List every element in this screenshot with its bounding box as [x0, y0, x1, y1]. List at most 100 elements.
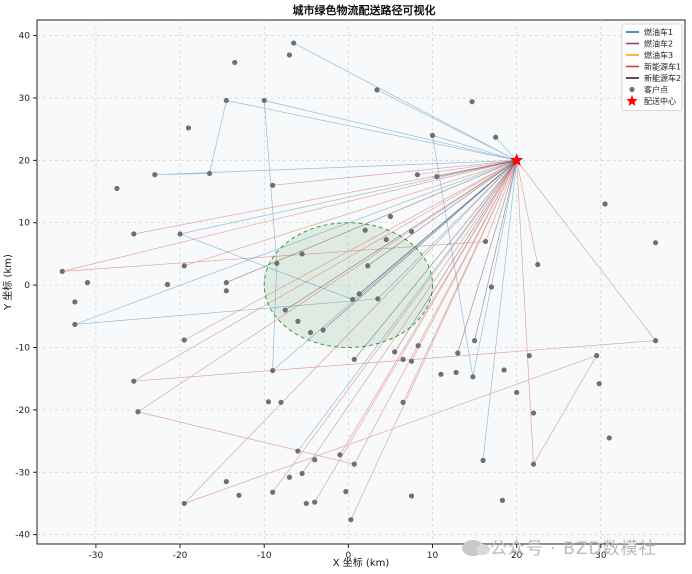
legend-depot-marker — [626, 95, 638, 106]
customer-point — [480, 457, 486, 464]
wechat-icon — [462, 540, 490, 556]
customer-point — [343, 489, 349, 495]
x-tick-label: 10 — [427, 551, 439, 561]
x-tick-label: 20 — [511, 551, 523, 561]
customer-point — [400, 399, 406, 405]
customer-point — [261, 97, 267, 104]
depot-star — [510, 153, 524, 166]
customer-point — [362, 227, 368, 233]
legend-label: 新能源车2 — [644, 73, 681, 83]
customer-point — [72, 321, 78, 328]
customer-point — [286, 52, 293, 58]
customer-point — [181, 337, 187, 343]
depot-marker — [510, 153, 524, 166]
customer-point — [349, 296, 356, 303]
legend-label: 燃油车3 — [644, 50, 673, 60]
customer-point — [282, 307, 288, 313]
customer-point — [429, 132, 436, 139]
customer-point — [312, 499, 318, 505]
legend-label: 新能源车1 — [644, 62, 681, 72]
customer-point — [223, 280, 229, 286]
customer-point — [606, 435, 612, 441]
customer-point — [274, 260, 280, 266]
customer-point — [434, 173, 440, 180]
green-zone — [263, 222, 434, 348]
legend-label: 燃油车2 — [644, 39, 673, 49]
customer-point — [530, 461, 537, 467]
y-tick-label: 20 — [19, 156, 31, 166]
customer-point — [383, 236, 389, 243]
customer-point — [337, 452, 343, 458]
customer-point — [223, 479, 229, 485]
legend-customer-marker — [629, 86, 635, 93]
customer-point — [472, 338, 478, 344]
customer-point — [270, 489, 276, 495]
customer-point — [499, 497, 505, 503]
route-line — [74, 42, 518, 461]
customer-point — [185, 125, 192, 131]
customer-point — [535, 261, 541, 268]
customer-point — [320, 327, 326, 333]
x-tick-label: 30 — [595, 551, 607, 561]
customer-point — [455, 350, 461, 356]
customer-point — [291, 40, 297, 46]
customer-point — [307, 329, 314, 336]
customer-point — [596, 381, 602, 387]
customer-point — [59, 268, 65, 274]
customer-point — [514, 389, 520, 396]
x-tick-label: 0 — [346, 551, 352, 561]
customer-point — [131, 378, 137, 384]
y-tick-label: 10 — [19, 219, 31, 229]
customer-point — [387, 213, 394, 220]
customer-point — [270, 182, 276, 188]
customer-point — [400, 356, 406, 362]
y-tick-label: 30 — [19, 94, 31, 104]
customer-point — [365, 263, 371, 269]
green-zone-circle — [263, 222, 434, 348]
customer-point — [493, 134, 499, 140]
customer-point — [223, 288, 229, 294]
customer-point — [501, 367, 507, 373]
customer-point — [181, 263, 187, 269]
customer-point — [135, 409, 141, 415]
x-axis-label: X 坐标 (km) — [333, 557, 390, 569]
customer-point — [299, 470, 305, 477]
customer-point — [312, 457, 318, 463]
legend-label: 燃油车1 — [644, 27, 673, 37]
y-axis-label: Y 坐标 (km) — [2, 254, 14, 311]
customer-point — [303, 500, 309, 507]
customer-point — [286, 474, 293, 480]
y-axis-ticks: -40 -30 -20 -10 0 10 20 30 40 — [15, 32, 37, 541]
customer-point — [131, 231, 137, 237]
x-tick-label: -30 — [89, 551, 104, 561]
chart-title: 城市绿色物流配送路径可视化 — [293, 3, 436, 17]
customer-point — [181, 500, 187, 507]
customer-point — [348, 517, 354, 523]
customer-point — [295, 448, 301, 454]
customer-points — [59, 40, 659, 523]
watermark-text: 公众号 · BZD数模社 — [490, 539, 657, 559]
customer-point — [84, 280, 91, 286]
customer-point — [152, 172, 158, 178]
customer-point — [526, 353, 532, 359]
customer-point — [652, 240, 659, 246]
y-tick-label: -30 — [15, 468, 30, 478]
customer-point — [408, 493, 415, 499]
customer-point — [594, 353, 600, 359]
customer-point — [351, 356, 357, 362]
customer-point — [408, 358, 415, 364]
customer-point — [453, 369, 459, 376]
route-line — [62, 159, 657, 520]
y-tick-label: 40 — [19, 32, 31, 42]
customer-point — [270, 367, 276, 374]
customer-point — [351, 461, 357, 467]
customer-point — [72, 299, 78, 305]
legend-label: 配送中心 — [644, 96, 676, 106]
customer-point — [408, 228, 415, 235]
customer-point — [295, 318, 301, 324]
watermark: 公众号 · BZD数模社 — [462, 534, 657, 559]
customer-point — [223, 97, 229, 104]
customer-point — [415, 343, 421, 349]
x-tick-label: -20 — [173, 551, 188, 561]
